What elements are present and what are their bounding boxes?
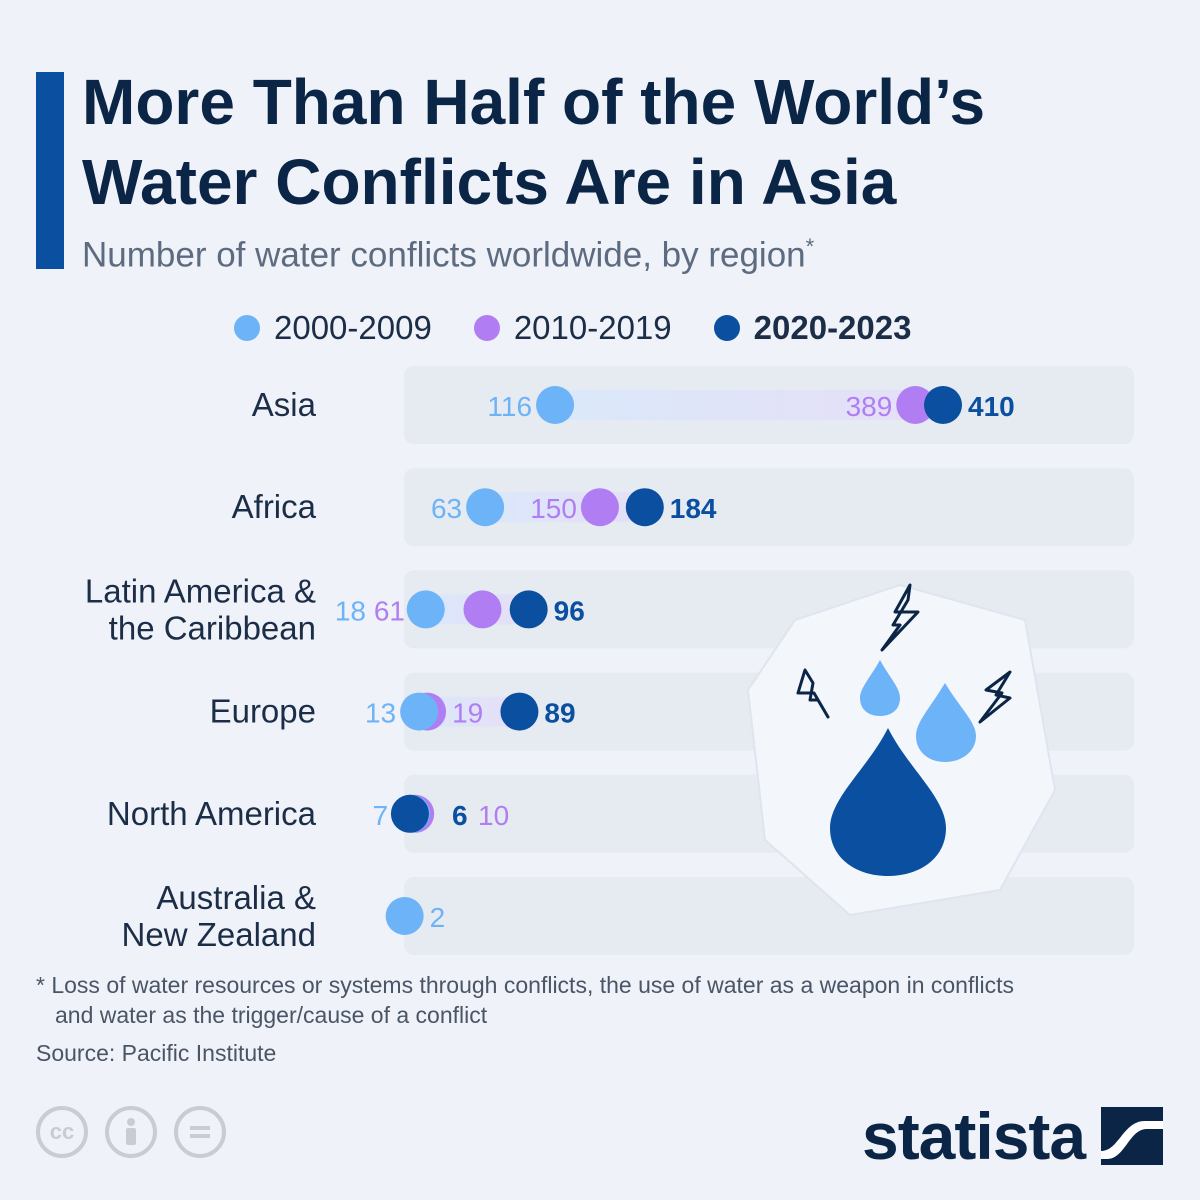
statista-logo-mark <box>1101 1107 1164 1165</box>
category-label-line: Latin America & <box>85 572 316 609</box>
legend-label-2020-2023: 2020-2023 <box>753 309 912 346</box>
category-label-line: North America <box>107 795 317 832</box>
title-line-1: More Than Half of the World’s <box>82 66 986 138</box>
equals-icon <box>190 1126 210 1138</box>
title-accent-bar <box>36 72 64 269</box>
data-dot <box>390 794 429 833</box>
value-label: 6 <box>452 800 468 831</box>
data-dot <box>385 897 424 935</box>
category-label-line: Australia & <box>156 879 316 916</box>
attribution-icon[interactable] <box>105 1106 157 1158</box>
statista-logo-text: statista <box>862 1099 1086 1173</box>
title-line-2: Water Conflicts Are in Asia <box>82 146 897 218</box>
data-dot <box>924 386 962 424</box>
legend-item-2020-2023: 2020-2023 <box>713 309 912 347</box>
subtitle-text: Number of water conflicts worldwide, by … <box>82 235 806 275</box>
data-dot <box>463 590 502 629</box>
data-dot <box>625 488 664 527</box>
legend-dot-2020-2023 <box>713 315 740 341</box>
source-note: Source: Pacific Institute <box>36 1040 277 1066</box>
lightning-icon-top <box>880 583 920 652</box>
category-label-line: Europe <box>210 693 316 730</box>
dot-plot-chart: Asia Africa Latin America & the Caribbean Eu… <box>84 386 1134 955</box>
small-drop-1 <box>860 660 900 716</box>
subtitle: Number of water conflicts worldwide, by … <box>82 234 814 276</box>
data-dot <box>406 590 445 629</box>
legend-dot-2000-2009 <box>234 315 260 341</box>
footnote: * Loss of water resources or systems thr… <box>36 970 1166 1030</box>
row-background <box>404 877 1134 955</box>
category-label: Australia & New Zealand <box>122 879 316 953</box>
data-dot <box>466 488 505 527</box>
category-label-line: Africa <box>232 488 317 525</box>
category-label: Asia <box>252 386 317 423</box>
legend-item-2000-2009: 2000-2009 <box>234 309 432 347</box>
value-label: 61 <box>374 595 405 626</box>
value-label: 89 <box>544 698 575 729</box>
medium-drop <box>916 683 976 762</box>
category-label-line: the Caribbean <box>109 609 316 646</box>
page-title: More Than Half of the World’s Water Conf… <box>82 62 1172 222</box>
data-dot <box>500 692 539 731</box>
water-drops-illustration <box>746 583 1057 917</box>
illustration-hexagon-bg <box>746 583 1057 917</box>
data-dot <box>400 692 439 731</box>
category-label: Africa <box>232 488 317 525</box>
range-bar <box>555 390 943 420</box>
lightning-icon-left <box>796 668 830 719</box>
footnote-line-2: and water as the trigger/cause of a conf… <box>55 1002 488 1028</box>
data-dot <box>536 386 575 424</box>
value-label: 7 <box>373 800 389 831</box>
person-icon <box>126 1118 136 1145</box>
value-label: 13 <box>365 698 396 729</box>
value-label: 96 <box>554 595 585 626</box>
chart-legend: 2000-2009 2010-2019 2020-2023 <box>234 309 953 347</box>
subtitle-footnote-mark: * <box>805 234 815 259</box>
category-label: Europe <box>210 693 316 730</box>
footnote-line-1: * Loss of water resources or systems thr… <box>36 972 1014 998</box>
legend-label-2000-2009: 2000-2009 <box>274 309 432 346</box>
value-label: 410 <box>968 391 1015 422</box>
value-label: 389 <box>846 391 893 422</box>
large-drop <box>830 728 946 876</box>
legend-item-2010-2019: 2010-2019 <box>473 309 672 347</box>
category-label-line: Asia <box>252 386 317 423</box>
value-label: 184 <box>670 493 717 524</box>
value-label: 18 <box>335 595 366 626</box>
value-label: 63 <box>431 493 462 524</box>
legend-label-2010-2019: 2010-2019 <box>513 309 672 346</box>
value-label: 150 <box>530 493 577 524</box>
statista-logo[interactable]: statista <box>862 1098 1164 1174</box>
data-dot <box>896 386 935 424</box>
value-label: 10 <box>478 800 509 831</box>
data-dot <box>509 590 548 629</box>
category-label: North America <box>107 795 317 832</box>
value-label: 2 <box>430 902 446 933</box>
creative-commons-icon[interactable]: cc <box>36 1106 88 1158</box>
data-dot <box>580 488 619 527</box>
value-label: 19 <box>452 698 483 729</box>
value-label: 116 <box>487 391 532 422</box>
category-label: Latin America & the Caribbean <box>85 572 316 646</box>
license-icons: cc <box>36 1106 243 1158</box>
no-derivatives-icon[interactable] <box>174 1106 226 1158</box>
lightning-icon-right <box>978 670 1012 724</box>
row-background <box>404 468 1134 547</box>
legend-dot-2010-2019 <box>473 315 500 341</box>
category-label-line: New Zealand <box>122 916 316 953</box>
